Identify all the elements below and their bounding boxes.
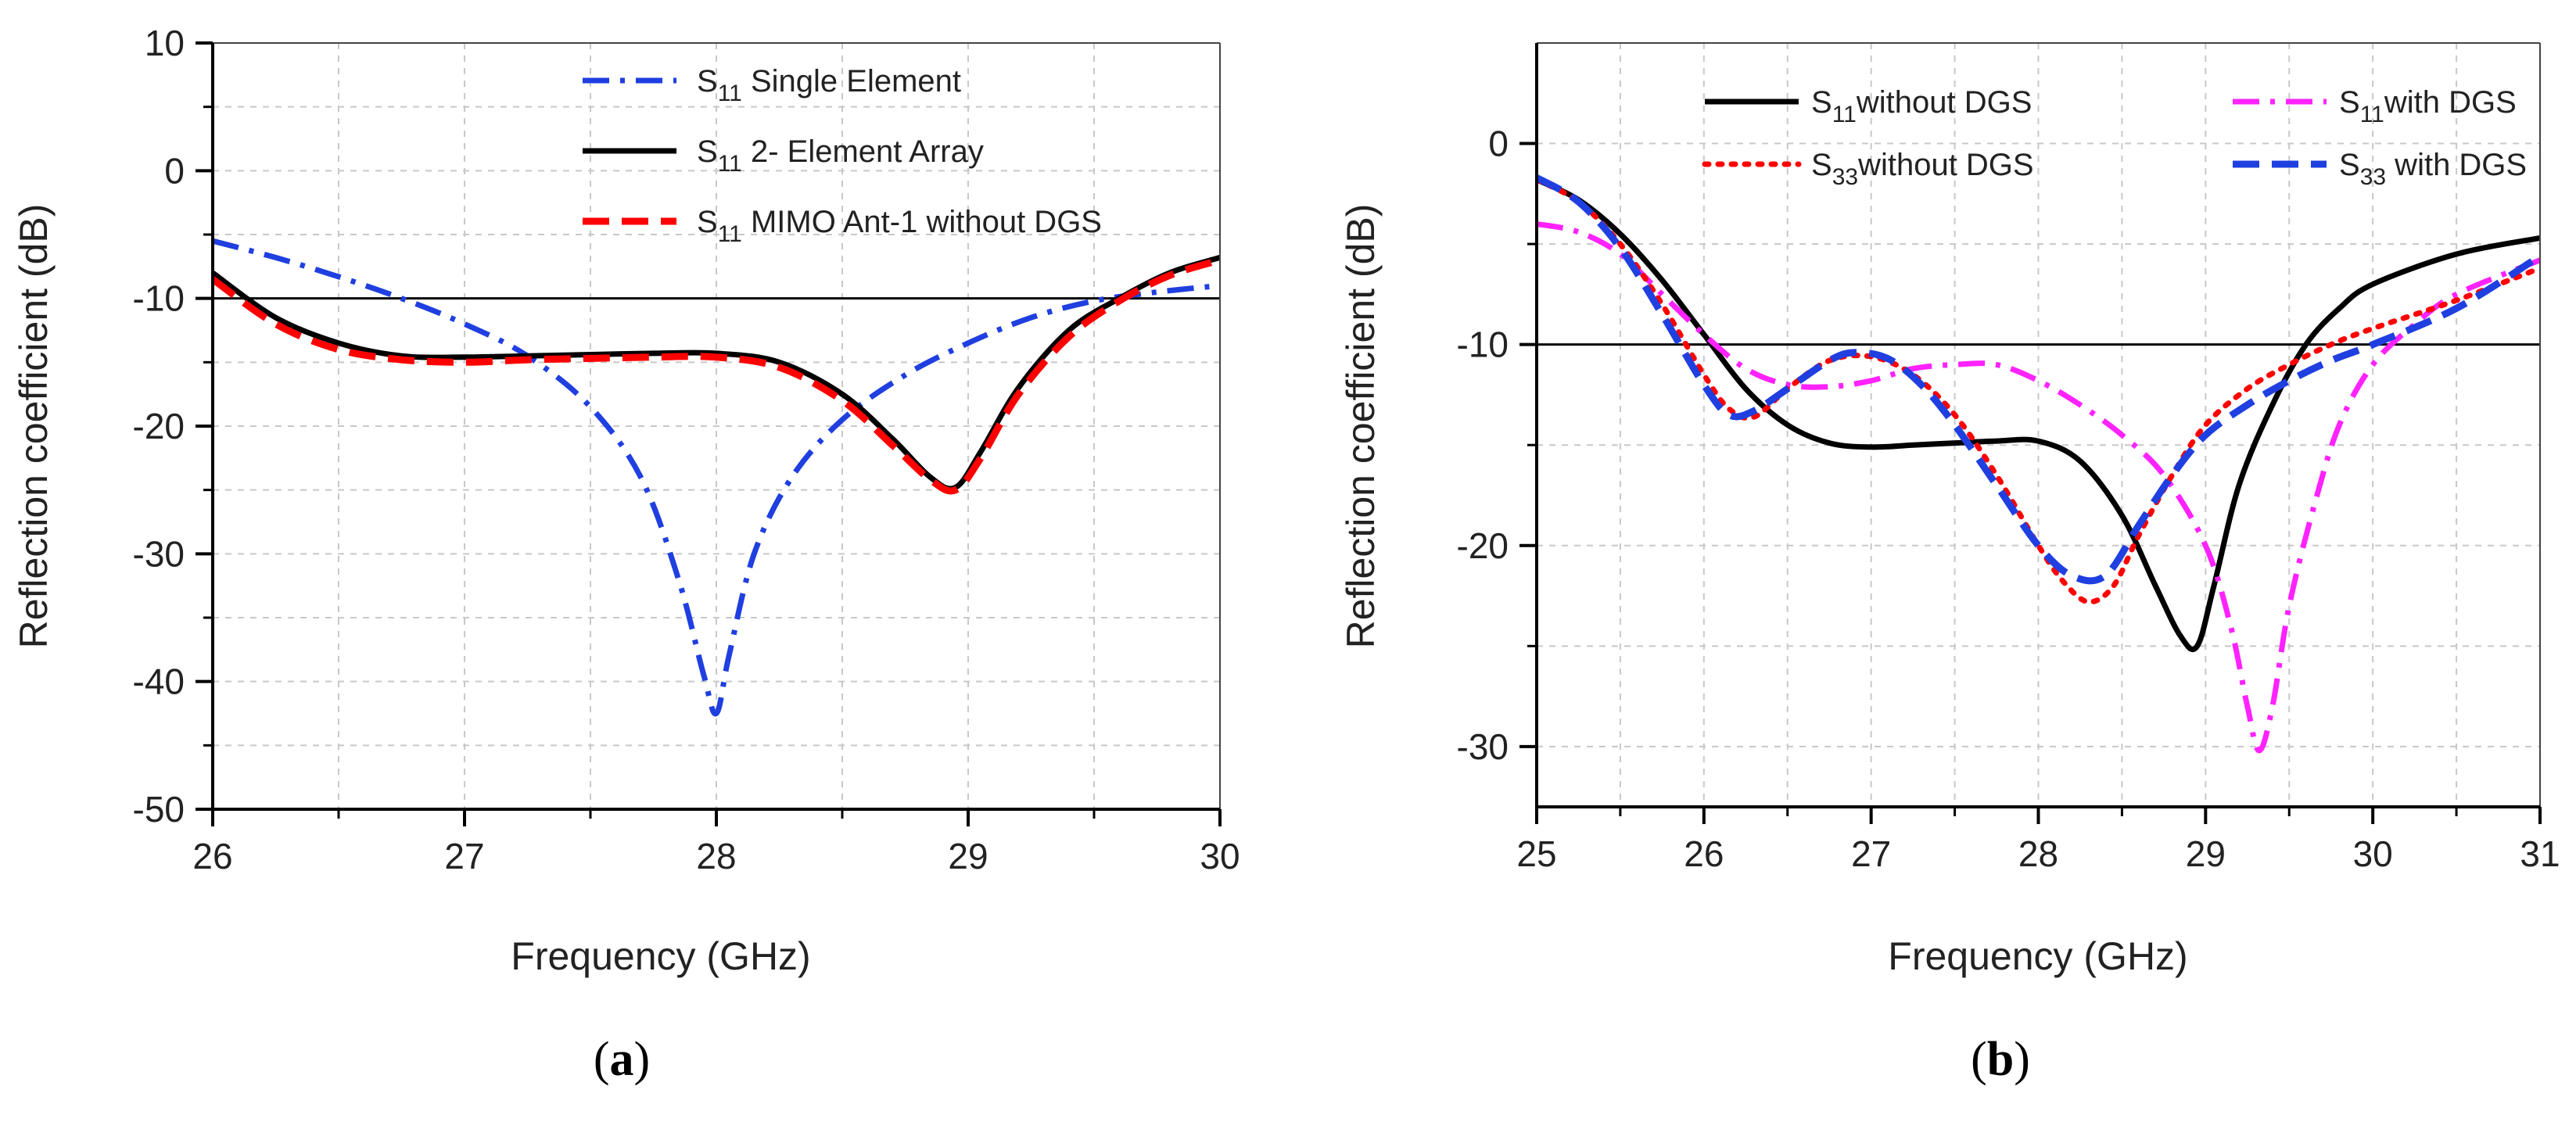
legend-label-b-3: S33 with DGS: [2339, 148, 2527, 190]
legend-label-a-2: S11 MIMO Ant-1 without DGS: [697, 205, 1102, 247]
series-line-b-2: [1537, 177, 2540, 605]
y-tick-label: -50: [133, 789, 185, 830]
y-tick-label: 0: [164, 150, 185, 191]
y-tick-label: -20: [1457, 525, 1509, 566]
x-tick-label: 28: [696, 836, 736, 876]
x-tick-label: 27: [1851, 833, 1891, 874]
x-tick-label: 25: [1516, 833, 1556, 874]
y-tick-label: -30: [1457, 726, 1509, 767]
legend-label-b-2: S33without DGS: [1811, 148, 2034, 190]
series-line-a-0: [213, 238, 1220, 717]
x-tick-label: 29: [2186, 833, 2226, 874]
y-tick-label: -20: [133, 406, 185, 446]
x-tick-label: 29: [948, 836, 988, 876]
y-tick-label: -30: [133, 533, 185, 574]
x-tick-label: 30: [1200, 836, 1240, 876]
legend-label-a-0: S11 Single Element: [697, 64, 961, 106]
series-line-a-1: [213, 255, 1220, 492]
y-tick-label: -10: [133, 278, 185, 319]
x-tick-label: 27: [444, 836, 484, 876]
panel-caption-b: (b): [1971, 1033, 2030, 1086]
legend-label-b-0: S11without DGS: [1811, 85, 2032, 127]
y-tick-label: 10: [145, 23, 185, 63]
x-tick-label: 26: [1684, 833, 1724, 874]
y-axis-label: Reflection coefficient (dB): [12, 204, 56, 649]
series-line-a-2: [213, 256, 1220, 495]
chart-panel-b: 25 26 27 28 29 30 31 0 -10 -20 -30 Frequency (GHz) R…: [1339, 42, 2560, 1086]
panel-caption-a: (a): [594, 1033, 650, 1086]
chart-panel-a: 26 27 28 29 30 10 0 -10 -20 -30 -40 -50 Frequency (G…: [12, 23, 1240, 1086]
legend-label-b-1: S11with DGS: [2339, 85, 2517, 127]
y-tick-label: -10: [1457, 324, 1509, 365]
y-axis-label: Reflection coefficient (dB): [1339, 204, 1383, 649]
y-tick-label: -40: [133, 661, 185, 702]
x-axis-label: Frequency (GHz): [511, 934, 810, 978]
x-axis-label: Frequency (GHz): [1888, 934, 2187, 978]
x-tick-label: 26: [192, 836, 232, 876]
series-line-b-0: [1537, 177, 2540, 653]
series-line-b-1: [1537, 220, 2540, 754]
x-tick-label: 30: [2353, 833, 2393, 874]
series-line-b-3: [1537, 174, 2540, 585]
legend-label-a-1: S11 2- Element Array: [697, 134, 984, 177]
x-tick-label: 28: [2018, 833, 2058, 874]
y-tick-label: 0: [1488, 124, 1509, 164]
x-tick-label: 31: [2520, 833, 2560, 874]
